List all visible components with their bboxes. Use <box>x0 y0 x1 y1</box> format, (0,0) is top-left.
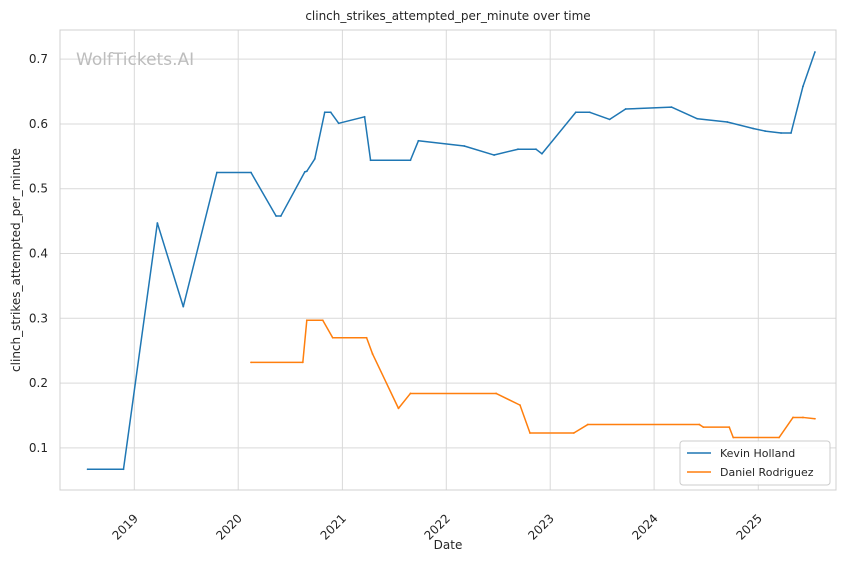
data-point-daniel-rodriguez <box>698 423 701 426</box>
y-tick-label: 0.2 <box>29 376 48 390</box>
data-point-daniel-rodriguez <box>301 361 304 364</box>
y-axis-title: clinch_strikes_attempted_per_minute <box>9 148 23 372</box>
data-point-kevin-holland <box>323 111 326 114</box>
data-point-kevin-holland <box>303 170 306 173</box>
data-point-daniel-rodriguez <box>802 416 804 419</box>
data-point-daniel-rodriguez <box>728 426 731 429</box>
data-point-daniel-rodriguez <box>409 392 412 395</box>
data-point-kevin-holland <box>363 115 366 118</box>
data-point-daniel-rodriguez <box>732 436 735 439</box>
data-point-kevin-holland <box>802 85 804 88</box>
data-point-kevin-holland <box>517 148 519 151</box>
x-tick-label: 2023 <box>525 511 556 542</box>
data-point-daniel-rodriguez <box>702 426 705 429</box>
data-point-kevin-holland <box>726 121 729 123</box>
data-point-kevin-holland <box>535 148 537 151</box>
data-point-kevin-holland <box>337 122 340 125</box>
data-point-daniel-rodriguez <box>572 432 575 434</box>
series-layer <box>86 51 816 471</box>
data-point-kevin-holland <box>624 108 627 110</box>
data-point-kevin-holland <box>280 215 282 217</box>
data-point-daniel-rodriguez <box>792 416 794 419</box>
x-tick-label: 2019 <box>110 511 141 542</box>
data-point-daniel-rodriguez <box>321 319 324 322</box>
data-point-kevin-holland <box>670 106 673 108</box>
legend-box <box>679 440 831 486</box>
y-tick-label: 0.5 <box>29 182 48 196</box>
data-point-kevin-holland <box>814 51 816 53</box>
data-point-kevin-holland <box>790 132 792 134</box>
data-point-kevin-holland <box>250 171 252 174</box>
data-point-kevin-holland <box>752 127 755 130</box>
data-point-kevin-holland <box>156 222 159 224</box>
data-point-kevin-holland <box>417 139 420 142</box>
x-tick-label: 2025 <box>733 511 764 542</box>
plot-frame <box>59 29 837 491</box>
data-point-kevin-holland <box>463 145 466 147</box>
data-point-kevin-holland <box>608 118 611 121</box>
data-point-kevin-holland <box>275 215 277 217</box>
data-point-daniel-rodriguez <box>529 432 531 434</box>
data-point-kevin-holland <box>329 111 332 114</box>
data-point-daniel-rodriguez <box>365 336 368 339</box>
data-point-daniel-rodriguez <box>495 392 498 395</box>
data-point-daniel-rodriguez <box>397 407 400 410</box>
x-tick-label: 2020 <box>213 511 244 542</box>
data-point-kevin-holland <box>780 132 782 134</box>
data-point-kevin-holland <box>86 468 89 471</box>
x-tick-label: 2024 <box>629 511 660 542</box>
data-point-kevin-holland <box>574 111 577 114</box>
x-tick-label: 2021 <box>318 511 349 542</box>
chart-title: clinch_strikes_attempted_per_minute over… <box>305 9 590 23</box>
legend-label-kevin-holland: Kevin Holland <box>720 447 795 460</box>
data-point-kevin-holland <box>409 159 412 162</box>
x-axis-title: Date <box>434 538 463 552</box>
y-tick-labels: 0.1 0.2 0.3 0.4 0.5 0.6 0.7 <box>29 52 48 455</box>
data-point-daniel-rodriguez <box>586 423 589 426</box>
data-point-daniel-rodriguez <box>778 436 780 439</box>
data-point-daniel-rodriguez <box>371 353 374 355</box>
grid-layer <box>60 30 836 490</box>
data-point-kevin-holland <box>588 111 591 114</box>
data-point-kevin-holland <box>122 468 125 471</box>
y-tick-label: 0.1 <box>29 441 48 455</box>
data-point-kevin-holland <box>305 170 308 173</box>
watermark-text: WolfTickets.AI <box>76 50 194 70</box>
data-point-kevin-holland <box>764 130 767 132</box>
data-point-kevin-holland <box>541 152 543 155</box>
y-tick-label: 0.4 <box>29 247 48 261</box>
data-point-kevin-holland <box>182 305 185 308</box>
data-point-daniel-rodriguez <box>519 404 521 407</box>
data-point-kevin-holland <box>369 159 372 162</box>
legend-label-daniel-rodriguez: Daniel Rodriguez <box>720 466 814 479</box>
y-tick-label: 0.3 <box>29 311 48 325</box>
data-point-kevin-holland <box>696 117 699 120</box>
data-point-daniel-rodriguez <box>814 417 816 420</box>
data-point-daniel-rodriguez <box>250 361 252 364</box>
y-tick-label: 0.6 <box>29 117 48 131</box>
y-tick-label: 0.7 <box>29 52 48 66</box>
legend: Kevin Holland Daniel Rodriguez <box>679 440 831 486</box>
data-point-daniel-rodriguez <box>331 336 334 339</box>
series-line-kevin-holland <box>87 51 816 471</box>
data-point-daniel-rodriguez <box>305 319 308 322</box>
data-point-kevin-holland <box>215 171 218 174</box>
series-line-daniel-rodriguez <box>251 319 816 439</box>
data-point-kevin-holland <box>493 154 496 156</box>
data-point-kevin-holland <box>313 158 316 160</box>
